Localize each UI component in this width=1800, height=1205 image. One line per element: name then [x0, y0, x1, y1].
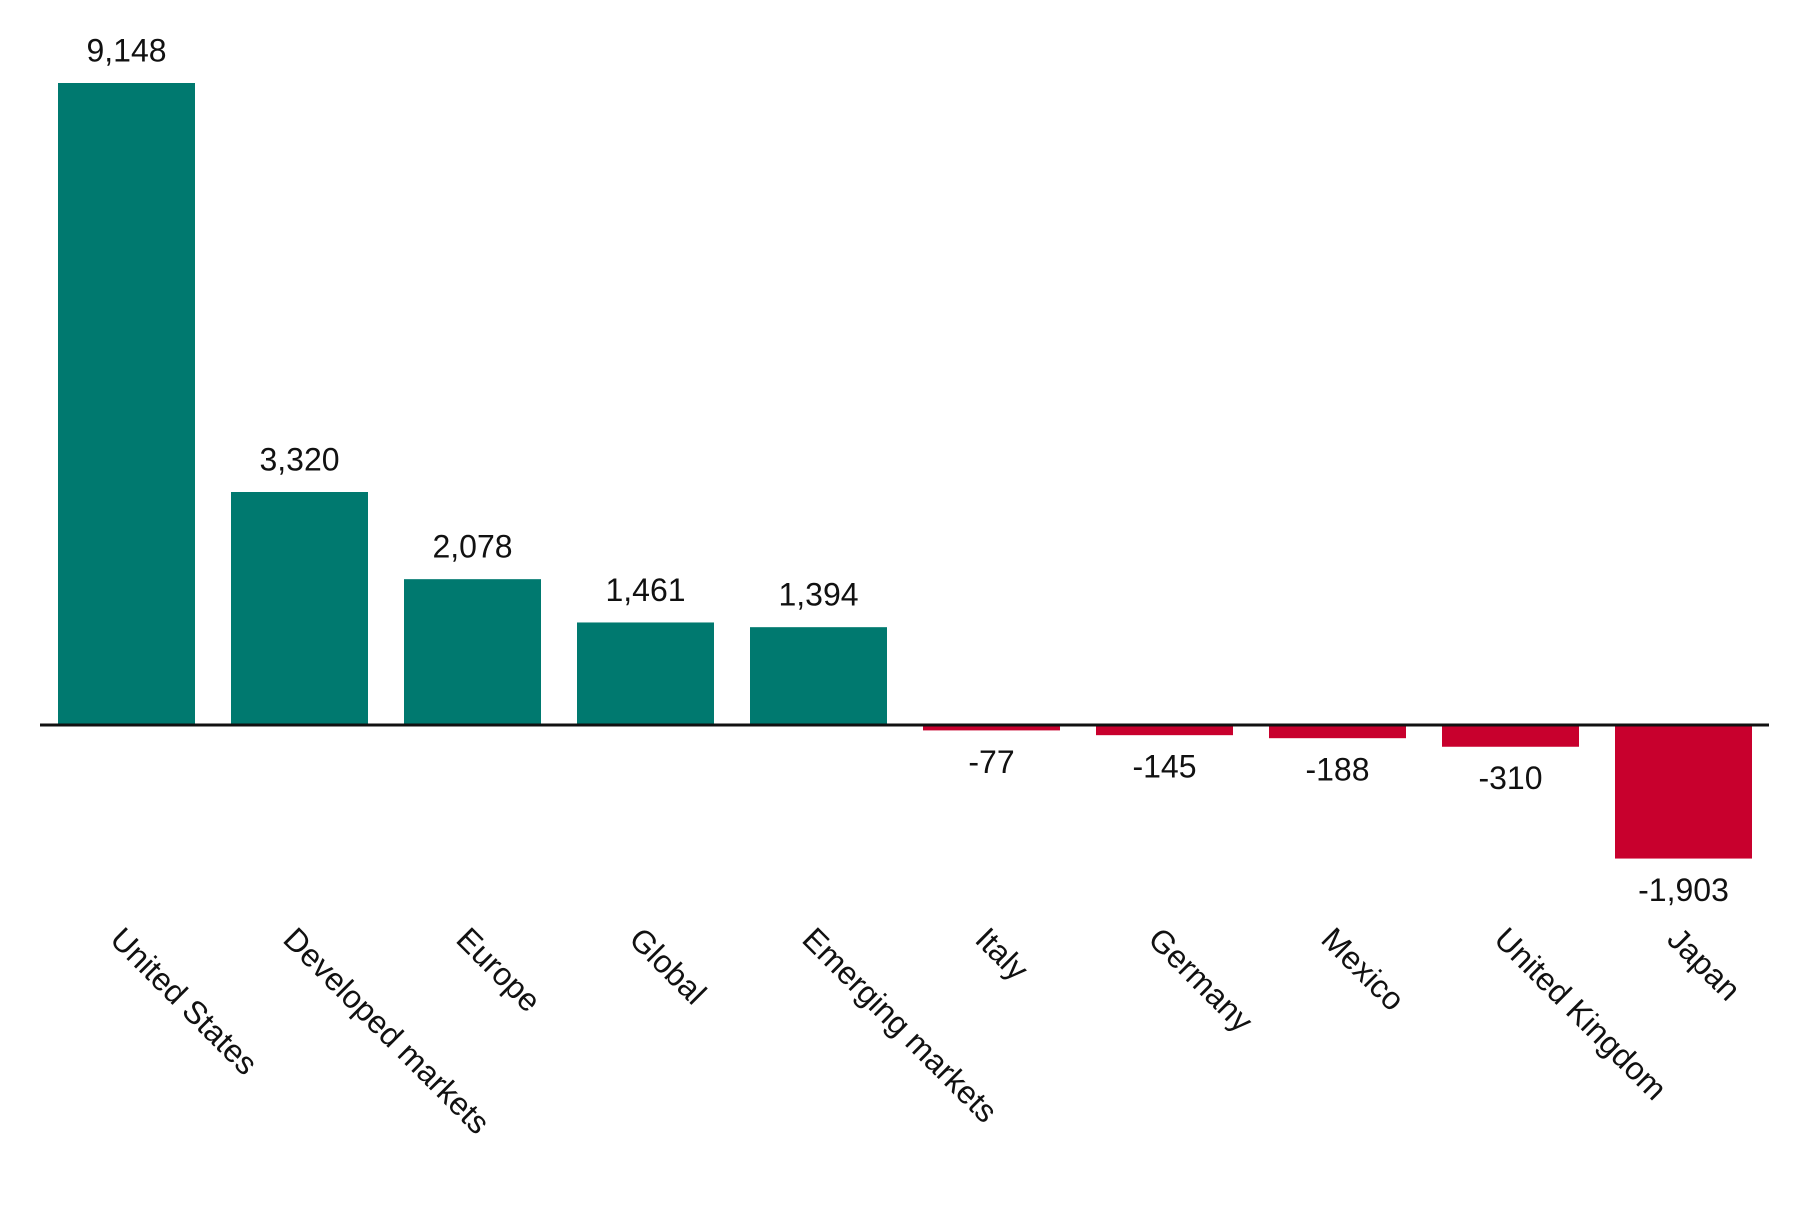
value-label: 1,394: [778, 577, 858, 613]
value-label: 9,148: [86, 32, 166, 68]
bar: [1442, 725, 1579, 747]
x-tick-label: Japan: [1661, 920, 1748, 1007]
x-tick-label: United States: [104, 920, 265, 1081]
value-label: -188: [1305, 752, 1369, 788]
x-tick-label: Global: [623, 920, 714, 1011]
bar: [750, 627, 887, 725]
value-label: 1,461: [605, 572, 685, 608]
x-tick-label: Europe: [450, 920, 548, 1018]
x-tick-label: United Kingdom: [1488, 920, 1674, 1106]
bar: [404, 579, 541, 725]
bar: [923, 725, 1060, 731]
x-tick-label: Emerging markets: [796, 920, 1005, 1129]
x-tick-label: Mexico: [1315, 920, 1412, 1017]
bar: [1615, 725, 1752, 859]
value-label: 2,078: [432, 529, 512, 565]
bar: [1269, 725, 1406, 739]
value-label: -310: [1478, 760, 1542, 796]
bar: [231, 492, 368, 725]
bar: [58, 83, 195, 725]
bar: [1096, 725, 1233, 736]
value-label: -77: [968, 744, 1014, 780]
x-tick-label: Italy: [969, 920, 1036, 987]
value-label: -145: [1132, 749, 1196, 785]
bar: [577, 622, 714, 725]
value-label: 3,320: [259, 441, 339, 477]
value-label: -1,903: [1638, 872, 1729, 908]
x-tick-label: Germany: [1142, 920, 1261, 1039]
